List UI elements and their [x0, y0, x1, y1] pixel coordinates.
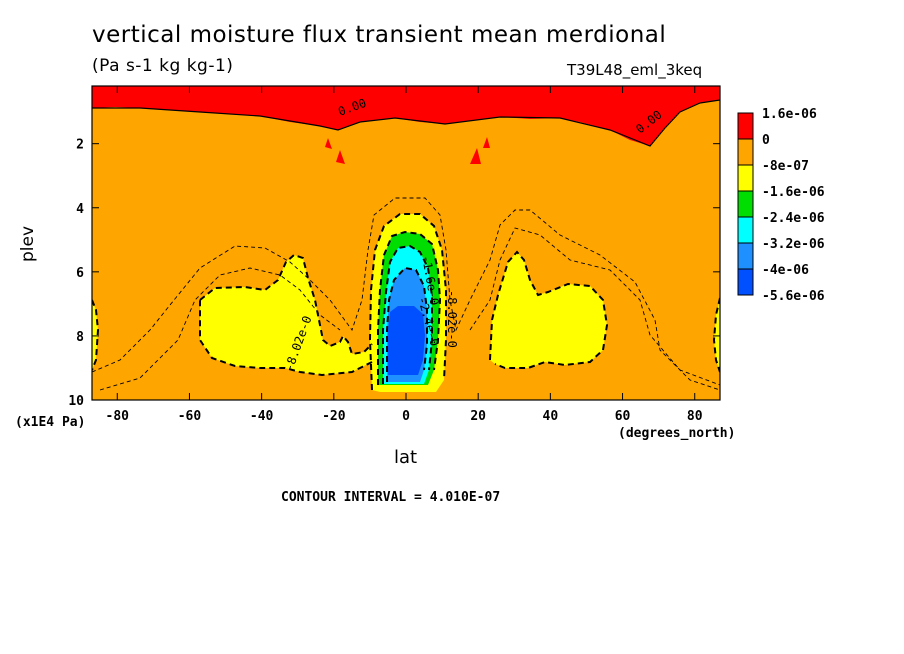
- x-axis-unit: (degrees_north): [618, 426, 736, 441]
- x-tick-label: 80: [687, 409, 703, 424]
- region-red-blob-right: [470, 148, 481, 164]
- contour-line-yellow-right: [489, 250, 609, 369]
- contour-fill-group: [92, 86, 720, 400]
- contour-line-zero: [92, 99, 720, 147]
- region-red-blob-right2: [483, 137, 490, 148]
- colorbar: 1.6e-06 0 -8e-07 -1.6e-06 -2.4e-06 -3.2e-06 -4…: [737, 107, 825, 304]
- y-tick-label: 4: [76, 202, 84, 217]
- colorbar-label: -5.6e-06: [762, 289, 825, 304]
- colorbar-label: -8e-07: [762, 159, 809, 174]
- x-tick-label: -60: [178, 409, 202, 424]
- contour-line-center-outer: [368, 213, 447, 391]
- colorbar-label: -2.4e-06: [762, 211, 825, 226]
- y-tick-label: 2: [76, 138, 84, 153]
- colorbar-swatch: [737, 216, 754, 244]
- y-tick-label: 10: [68, 394, 84, 409]
- colorbar-swatch: [737, 164, 754, 192]
- axes-group: -80 -60 -40 -20 0 20 40 60 80 2 4 6 8 10: [68, 86, 720, 424]
- contour-line-yellow-left: [199, 253, 373, 377]
- colorbar-label: -4e-06: [762, 263, 809, 278]
- region-yellow-edge-right: [714, 298, 720, 372]
- contour-line-edge-left: [92, 299, 100, 371]
- colorbar-swatch: [737, 190, 754, 218]
- run-name: T39L48_eml_3keq: [567, 61, 703, 79]
- x-tick-label: 20: [470, 409, 486, 424]
- contour-line-center-inner: [382, 244, 433, 384]
- contour-label: -8.02e-0: [445, 290, 459, 348]
- region-red-blob-left2: [325, 138, 332, 149]
- y-axis-unit: (x1E4 Pa): [15, 415, 86, 430]
- colorbar-label: 0: [762, 133, 770, 148]
- contour-line-center-mid: [377, 230, 442, 385]
- y-tick-label: 6: [76, 266, 84, 281]
- x-tick-label: 0: [402, 409, 410, 424]
- region-red-top: [92, 86, 720, 146]
- chart-units: (Pa s-1 kg kg-1): [92, 56, 234, 76]
- colorbar-swatch: [737, 268, 754, 296]
- region-yellow-left: [200, 255, 372, 375]
- x-axis-label: lat: [394, 447, 418, 468]
- contour-line-dash-right-inner: [469, 227, 720, 386]
- colorbar-swatch: [737, 242, 754, 270]
- y-axis-label: plev: [18, 225, 38, 262]
- colorbar-label: -1.6e-06: [762, 185, 825, 200]
- contour-interval: CONTOUR INTERVAL = 4.010E-07: [281, 490, 501, 505]
- y-tick-label: 8: [76, 330, 84, 345]
- x-tick-label: 40: [543, 409, 559, 424]
- colorbar-label: -3.2e-06: [762, 237, 825, 252]
- region-yellow-right: [490, 252, 607, 368]
- contour-line-edge-right: [712, 297, 720, 373]
- chart-title: vertical moisture flux transient mean me…: [92, 22, 667, 48]
- x-tick-label: -20: [322, 409, 346, 424]
- x-tick-label: -40: [250, 409, 274, 424]
- colorbar-swatch: [737, 138, 754, 166]
- contour-line-dash-left-inner: [99, 267, 341, 391]
- region-blue-center: [388, 306, 425, 375]
- region-red-blob-left: [336, 150, 345, 164]
- contour-line-dash-outer: [92, 197, 720, 391]
- x-tick-label: 60: [615, 409, 631, 424]
- colorbar-label: 1.6e-06: [762, 107, 817, 122]
- contour-labels-group: 0.00 0.00 -8.02e-0 -8.02e-0 -1.6e-0 -2.4…: [282, 96, 665, 373]
- contour-line-center-core: [386, 266, 428, 382]
- contour-lines-group: [92, 99, 720, 391]
- x-tick-label: -80: [106, 409, 130, 424]
- colorbar-swatch: [737, 112, 754, 140]
